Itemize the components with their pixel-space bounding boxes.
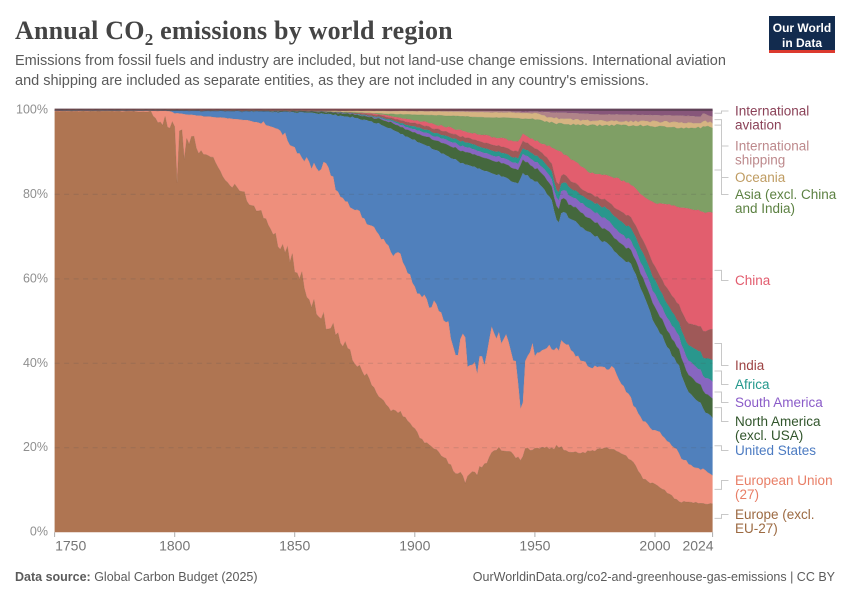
svg-text:South America: South America (735, 395, 823, 410)
svg-text:India: India (735, 358, 765, 373)
svg-text:1850: 1850 (279, 538, 310, 554)
svg-text:China: China (735, 273, 771, 288)
svg-text:20%: 20% (23, 440, 48, 454)
svg-text:80%: 80% (23, 187, 48, 201)
svg-text:1950: 1950 (519, 538, 550, 554)
svg-text:EU-27): EU-27) (735, 521, 778, 536)
svg-text:and India): and India) (735, 201, 795, 216)
svg-text:European Union: European Union (735, 473, 833, 488)
svg-text:60%: 60% (23, 271, 48, 285)
svg-text:International: International (735, 104, 809, 119)
svg-text:100%: 100% (16, 103, 48, 117)
svg-text:International: International (735, 139, 809, 154)
svg-text:1750: 1750 (55, 538, 86, 554)
svg-text:aviation: aviation (735, 118, 782, 133)
svg-text:(27): (27) (735, 487, 759, 502)
svg-text:40%: 40% (23, 356, 48, 370)
svg-text:2024: 2024 (682, 538, 713, 554)
svg-text:shipping: shipping (735, 153, 785, 168)
svg-text:1800: 1800 (159, 538, 190, 554)
svg-text:Africa: Africa (735, 377, 770, 392)
svg-text:0%: 0% (30, 525, 48, 539)
svg-text:Europe (excl.: Europe (excl. (735, 507, 815, 522)
svg-text:(excl. USA): (excl. USA) (735, 428, 803, 443)
svg-text:1900: 1900 (399, 538, 430, 554)
svg-text:Asia (excl. China: Asia (excl. China (735, 187, 837, 202)
svg-text:Oceania: Oceania (735, 170, 786, 185)
svg-text:North America: North America (735, 414, 821, 429)
svg-text:United States: United States (735, 443, 816, 458)
svg-text:2000: 2000 (639, 538, 670, 554)
